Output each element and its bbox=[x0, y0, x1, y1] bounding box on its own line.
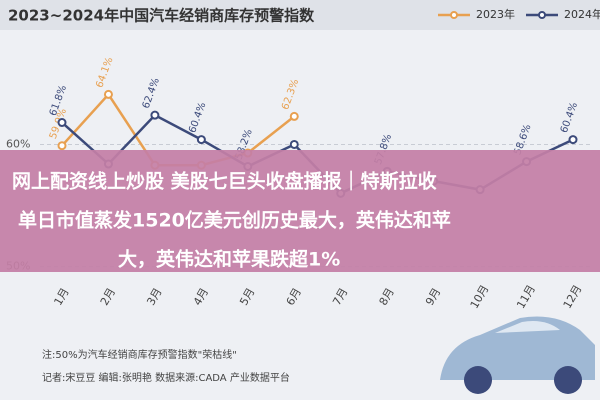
x-tick-label: 12月 bbox=[561, 283, 585, 311]
overlay-band bbox=[0, 150, 600, 272]
x-tick-label: 10月 bbox=[468, 283, 492, 311]
x-tick-label: 4月 bbox=[191, 286, 211, 308]
y-tick-label: 60% bbox=[6, 137, 30, 150]
legend-label: 2023年 bbox=[476, 7, 515, 21]
overlay-line: 大，英伟达和苹果跌超1% bbox=[118, 248, 340, 271]
legend: 2023年 2024年 bbox=[438, 7, 600, 21]
legend-label: 2024年 bbox=[564, 7, 600, 21]
x-tick-label: 11月 bbox=[514, 283, 538, 311]
credit: 记者:宋豆豆 编辑:张明艳 数据来源:CADA 产业数据平台 bbox=[42, 371, 290, 384]
data-label: 62.4% bbox=[141, 77, 162, 111]
x-tick-label: 2月 bbox=[98, 286, 118, 308]
point bbox=[289, 139, 299, 149]
title-bar bbox=[0, 0, 600, 30]
point bbox=[568, 135, 578, 145]
legend-swatch bbox=[538, 11, 546, 19]
x-tick-label: 3月 bbox=[144, 286, 164, 308]
point bbox=[150, 110, 160, 120]
overlay-line: 单日市值蒸发1520亿美元创历史最大，英伟达和苹 bbox=[18, 209, 451, 232]
x-tick-label: 9月 bbox=[423, 286, 443, 308]
x-tick-label: 1月 bbox=[51, 286, 71, 308]
x-tick-label: 7月 bbox=[330, 286, 350, 308]
point bbox=[196, 135, 206, 145]
x-tick-label: 8月 bbox=[377, 286, 397, 308]
overlay-line: 网上配资线上炒股 美股七巨头收盘播报｜特斯拉收 bbox=[12, 170, 437, 193]
data-label: 60.4% bbox=[187, 101, 208, 135]
data-label: 60.4% bbox=[559, 101, 580, 135]
data-label: 62.3% bbox=[280, 78, 301, 112]
car-illustration bbox=[440, 316, 595, 394]
point bbox=[289, 111, 299, 121]
chart-title: 2023~2024年中国汽车经销商库存预警指数 bbox=[8, 7, 315, 25]
point bbox=[103, 89, 113, 99]
x-tick-label: 5月 bbox=[237, 286, 257, 308]
data-label: 64.1% bbox=[94, 56, 115, 90]
legend-swatch bbox=[450, 11, 458, 19]
point bbox=[57, 141, 67, 151]
point bbox=[57, 117, 67, 127]
x-tick-label: 6月 bbox=[284, 286, 304, 308]
note: 注:50%为汽车经销商库存预警指数"荣枯线" bbox=[42, 348, 237, 361]
